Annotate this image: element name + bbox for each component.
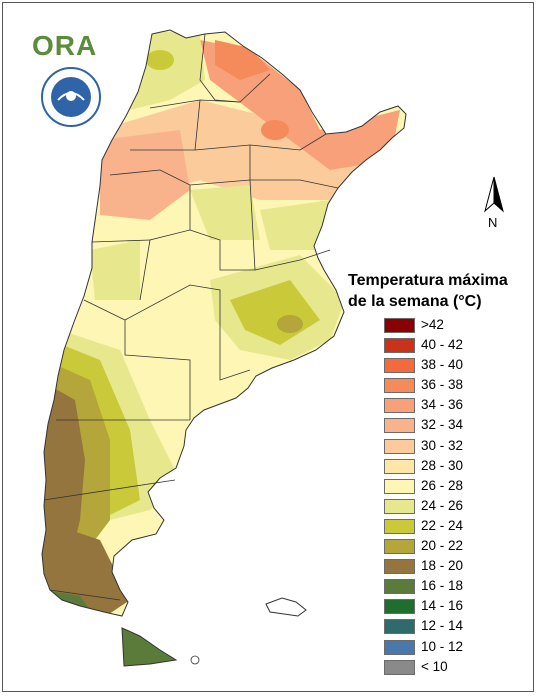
legend-label: 40 - 42 bbox=[421, 337, 464, 353]
legend-swatch bbox=[384, 659, 415, 675]
legend-title-line1: Temperatura máxima bbox=[348, 272, 508, 289]
zone-18-20-andes bbox=[42, 380, 85, 560]
legend-label: 34 - 36 bbox=[421, 397, 464, 413]
legend-title-line2: de la semana (°C) bbox=[348, 293, 482, 310]
legend-label: 28 - 30 bbox=[421, 457, 464, 473]
legend-swatch bbox=[384, 559, 415, 575]
legend-swatch bbox=[384, 599, 415, 615]
legend-label: 24 - 26 bbox=[421, 497, 464, 513]
legend-label: 22 - 24 bbox=[421, 517, 464, 533]
legend-swatch bbox=[384, 478, 415, 494]
legend-label: 36 - 38 bbox=[421, 377, 464, 393]
zone-20-22-bsas bbox=[277, 315, 303, 333]
zone-24-26-mendoza bbox=[90, 240, 140, 300]
legend-label: 30 - 32 bbox=[421, 437, 464, 453]
legend-label: >42 bbox=[421, 317, 444, 332]
legend-swatch bbox=[384, 358, 415, 374]
legend-title: Temperatura máxima de la semana (°C) bbox=[348, 270, 534, 312]
legend-label: 16 - 18 bbox=[421, 578, 464, 594]
north-label: N bbox=[488, 215, 498, 230]
legend-swatch bbox=[384, 398, 415, 414]
legend-label: 14 - 16 bbox=[421, 598, 464, 614]
legend-swatch bbox=[384, 619, 415, 635]
tierra-del-fuego bbox=[121, 627, 178, 667]
legend-swatch bbox=[384, 579, 415, 595]
ora-logo-text: ORA bbox=[32, 30, 98, 61]
legend-swatch bbox=[384, 498, 415, 514]
legend-swatch bbox=[384, 458, 415, 474]
legend-label: 32 - 34 bbox=[421, 417, 464, 433]
smn-seal-icon bbox=[41, 67, 101, 127]
legend-label: 12 - 14 bbox=[421, 618, 464, 634]
zone-36-38-chaco bbox=[261, 120, 289, 140]
legend-label: 38 - 40 bbox=[421, 357, 464, 373]
zone-36-38-far-north bbox=[215, 40, 270, 80]
legend-label: 10 - 12 bbox=[421, 638, 464, 654]
zone-32-34-nw bbox=[100, 130, 190, 220]
legend-swatch bbox=[384, 338, 415, 354]
legend-label: 20 - 22 bbox=[421, 538, 464, 554]
legend-label: 26 - 28 bbox=[421, 477, 464, 493]
legend-swatch bbox=[384, 438, 415, 454]
zone-22-24-puna bbox=[146, 50, 174, 70]
legend-swatch bbox=[384, 639, 415, 655]
province-borders bbox=[43, 33, 339, 601]
island-small bbox=[190, 655, 200, 665]
zone-24-26-santafe bbox=[260, 200, 330, 250]
legend-swatch bbox=[384, 318, 415, 333]
legend-label: 18 - 20 bbox=[421, 558, 464, 574]
ora-logo: ORA bbox=[32, 26, 108, 62]
legend-swatch bbox=[384, 518, 415, 534]
north-arrow-icon bbox=[484, 176, 504, 213]
legend-swatch bbox=[384, 418, 415, 434]
legend-label: < 10 bbox=[421, 658, 448, 674]
zone-24-26-cordoba bbox=[190, 185, 260, 240]
legend-swatch bbox=[384, 539, 415, 555]
legend-swatch bbox=[384, 378, 415, 394]
malvinas-islands bbox=[265, 597, 307, 617]
